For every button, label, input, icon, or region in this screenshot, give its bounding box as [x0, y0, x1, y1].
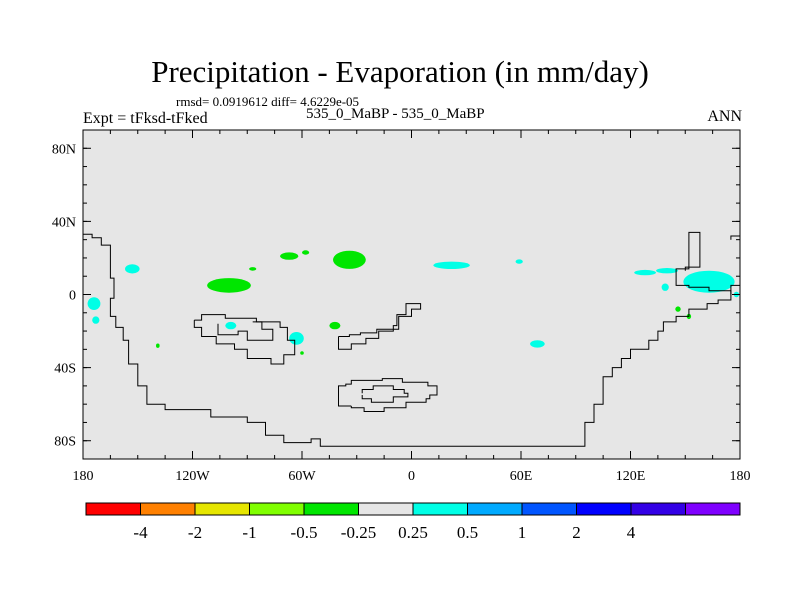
x-tick-label: 120W — [175, 469, 210, 484]
x-tick-label: 180 — [730, 469, 751, 484]
colorbar-label: 4 — [627, 523, 636, 542]
continent-outline-main — [83, 233, 740, 447]
anomaly-patch — [225, 321, 237, 330]
colorbar-swatch — [194, 502, 250, 516]
continent-outline-south-loop — [338, 378, 438, 412]
colorbar-swatch — [358, 502, 414, 516]
colorbar-label: 2 — [572, 523, 581, 542]
colorbar-label: 1 — [518, 523, 527, 542]
x-tick-label: 180 — [73, 469, 94, 484]
anomaly-patch — [333, 250, 366, 269]
anomaly-patch — [156, 343, 160, 348]
map-background — [83, 130, 740, 459]
colorbar-label: -0.5 — [291, 523, 318, 542]
y-tick-label: 0 — [69, 289, 76, 304]
x-tick-label: 0 — [408, 469, 415, 484]
colorbar-label: 0.25 — [398, 523, 428, 542]
colorbar-swatch — [249, 502, 305, 516]
continent-outline-ne-stub — [730, 235, 740, 240]
anomaly-patch — [92, 316, 100, 324]
x-tick-label: 60E — [510, 469, 533, 484]
anomaly-patch — [87, 297, 101, 310]
colorbar-swatch — [467, 502, 523, 516]
anomaly-patch — [329, 321, 341, 330]
colorbar-label: -1 — [242, 523, 256, 542]
anomaly-patch — [125, 264, 140, 274]
anomaly-patch — [433, 261, 470, 269]
anomaly-patch — [207, 278, 251, 293]
colorbar-swatch — [521, 502, 577, 516]
colorbar-label: -4 — [133, 523, 148, 542]
anomaly-patch — [515, 259, 523, 264]
colorbar-swatch — [576, 502, 632, 516]
x-tick-label: 60W — [288, 469, 316, 484]
colorbar-swatch — [685, 502, 741, 516]
continent-outline-south-inner — [361, 385, 409, 403]
continent-outline-inner-notch — [217, 321, 274, 341]
stats-line: rmsd= 0.0919612 diff= 4.6229e-05 — [176, 94, 360, 109]
case-comparison-label: 535_0_MaBP - 535_0_MaBP — [306, 106, 485, 122]
chart-title: Precipitation - Evaporation (in mm/day) — [151, 54, 649, 89]
y-tick-label: 80N — [52, 142, 76, 157]
continent-outline-east — [675, 231, 732, 295]
x-tick-label: 120E — [616, 469, 646, 484]
colorbar-swatch — [630, 502, 686, 516]
continent-outline-inner — [193, 314, 296, 365]
anomaly-patch — [302, 250, 310, 255]
experiment-label: Expt = tFksd-tFked — [83, 110, 208, 127]
colorbar-swatch — [140, 502, 196, 516]
colorbar-swatch — [412, 502, 468, 516]
anomaly-patch — [634, 269, 656, 276]
colorbar-label: 0.5 — [457, 523, 478, 542]
colorbar-label: -0.25 — [341, 523, 376, 542]
colorbar-swatch — [303, 502, 359, 516]
anomaly-patch — [300, 351, 304, 355]
anomaly-patch — [249, 267, 257, 271]
y-tick-label: 40S — [54, 362, 76, 377]
anomaly-patch — [656, 268, 678, 274]
anomaly-patch — [661, 283, 669, 291]
anomaly-patch — [280, 252, 299, 260]
y-tick-label: 80S — [54, 435, 76, 450]
colorbar-swatch — [85, 502, 141, 516]
anomaly-patch — [530, 340, 545, 348]
anomaly-patch — [289, 332, 304, 345]
continent-outline-middle — [338, 303, 422, 350]
colorbar-label: -2 — [188, 523, 202, 542]
anomaly-patch — [675, 306, 681, 312]
season-label: ANN — [707, 108, 742, 125]
y-tick-label: 40N — [52, 215, 76, 230]
